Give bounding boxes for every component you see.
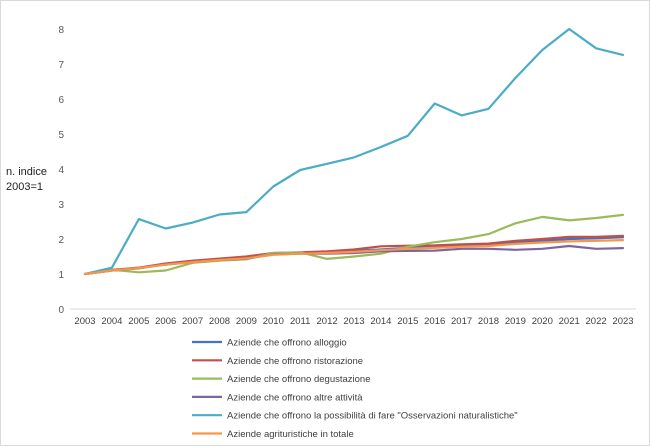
y-tick-label: 1 <box>58 270 64 281</box>
x-tick-label: 2018 <box>478 316 499 327</box>
x-tick-label: 2021 <box>559 316 580 327</box>
x-tick-label: 2023 <box>612 316 633 327</box>
x-tick-label: 2012 <box>317 316 338 327</box>
x-tick-label: 2022 <box>586 316 607 327</box>
y-axis-label-line-1: n. indice <box>6 166 47 178</box>
legend-label: Aziende che offrono altre attività <box>227 392 363 403</box>
x-tick-label: 2015 <box>397 316 418 327</box>
x-tick-label: 2010 <box>263 316 284 327</box>
y-tick-label: 5 <box>58 130 64 141</box>
series-line-5 <box>83 239 625 276</box>
y-tick-label: 3 <box>58 200 64 211</box>
x-tick-label: 2019 <box>505 316 526 327</box>
y-tick-label: 8 <box>58 25 64 36</box>
x-tick-label: 2014 <box>370 316 391 327</box>
legend-label: Aziende che offrono alloggio <box>227 338 347 349</box>
x-tick-label: 2007 <box>182 316 203 327</box>
legend-label: Aziende che offrono degustazione <box>227 374 371 385</box>
x-tick-label: 2016 <box>424 316 445 327</box>
legend-label: Aziende che offrono la possibilità di fa… <box>227 411 518 422</box>
x-tick-label: 2009 <box>236 316 257 327</box>
x-tick-label: 2004 <box>101 316 122 327</box>
y-tick-label: 0 <box>58 305 64 316</box>
x-tick-label: 2008 <box>209 316 230 327</box>
x-tick-label: 2003 <box>74 316 95 327</box>
x-tick-label: 2005 <box>128 316 149 327</box>
legend-label: Aziende agrituristiche in totale <box>227 429 354 440</box>
series-line-4 <box>83 27 625 276</box>
x-tick-label: 2006 <box>155 316 176 327</box>
x-tick-label: 2020 <box>532 316 553 327</box>
y-tick-label: 2 <box>58 235 64 246</box>
x-tick-label: 2013 <box>343 316 364 327</box>
y-tick-label: 6 <box>58 95 64 106</box>
x-tick-label: 2011 <box>290 316 310 327</box>
y-tick-label: 4 <box>58 165 64 176</box>
y-tick-label: 7 <box>58 60 64 71</box>
y-axis-label-line-2: 2003=1 <box>6 181 44 193</box>
x-tick-label: 2017 <box>451 316 472 327</box>
legend-label: Aziende che offrono ristorazione <box>227 356 363 367</box>
series-line-2 <box>83 213 625 276</box>
